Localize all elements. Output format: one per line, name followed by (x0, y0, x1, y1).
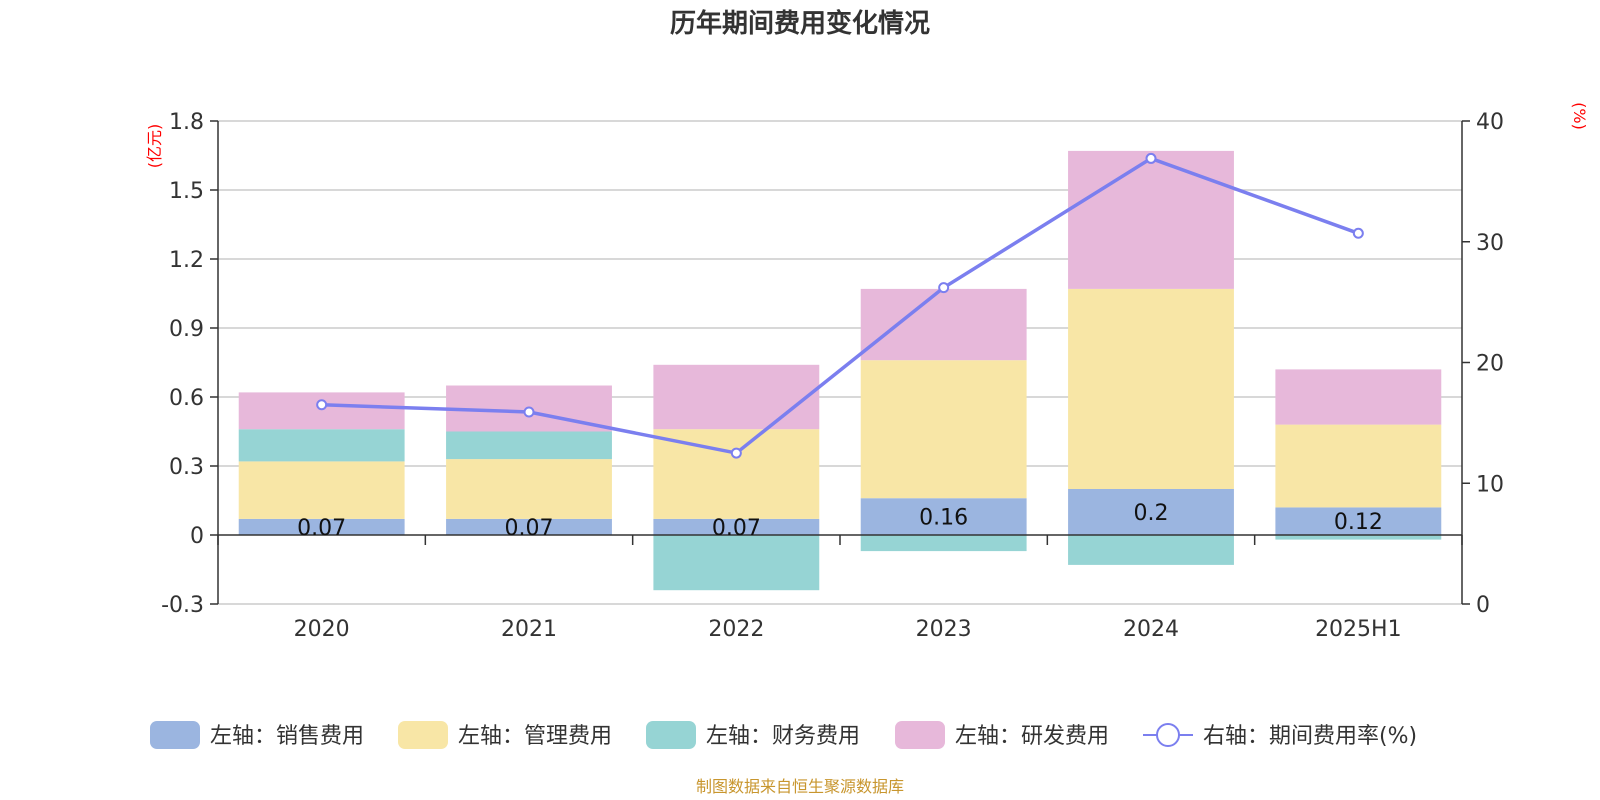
x-axis-tick-label: 2025H1 (1315, 617, 1402, 642)
rate-line (316, 152, 1364, 459)
bar-segment (238, 518, 405, 535)
legend-item: 左轴：管理费用 (398, 721, 612, 749)
bar-segment (653, 535, 820, 591)
data-label: 0.07 (297, 516, 346, 541)
left-axis-tick-label: 1.5 (169, 179, 204, 204)
bar-segment (1068, 489, 1234, 535)
left-axis-tick-label: -0.3 (161, 593, 204, 618)
bar-segment (1275, 535, 1442, 540)
bar-segment (1275, 507, 1442, 535)
right-axis-tick-label: 20 (1476, 352, 1504, 377)
legend-label: 左轴：销售费用 (210, 724, 364, 749)
x-axis-tick-label: 2024 (1123, 617, 1179, 642)
rate-line-path (321, 156, 1359, 455)
left-axis-unit: (亿元) (145, 124, 164, 169)
x-axis-tick-label: 2021 (501, 617, 557, 642)
grid-lines (218, 120, 1462, 605)
bar-segment (1068, 150, 1234, 289)
legend-item: 左轴：销售费用 (150, 721, 364, 749)
bar-segment (653, 364, 820, 430)
legend: 左轴：销售费用 左轴：管理费用 左轴：财务费用 左轴：研发费用 右轴：期间费用率(%) (150, 721, 1417, 749)
x-axis-tick-label: 2022 (708, 617, 764, 642)
rate-line-point (1145, 152, 1157, 164)
legend-marker (1156, 723, 1180, 747)
bar-segment (860, 498, 1027, 535)
bar-segment (1068, 535, 1234, 565)
legend-label: 左轴：管理费用 (458, 724, 612, 749)
bar-segment (446, 431, 612, 460)
bar-segment (446, 459, 612, 519)
left-axis-tick-label: 0.3 (169, 455, 204, 480)
left-axis-tick-label: 1.8 (169, 110, 204, 135)
legend-swatch (646, 721, 696, 749)
bar-segment (653, 518, 820, 535)
data-label: 0.16 (919, 506, 968, 531)
x-axis-tick-label: 2020 (294, 617, 350, 642)
x-axis-tick-label: 2023 (916, 617, 972, 642)
left-axis-tick-label: 0.6 (169, 386, 204, 411)
bar-segment (860, 535, 1027, 552)
rate-line-point (1352, 227, 1364, 239)
rate-line-point (316, 399, 328, 411)
rate-line-point (523, 406, 535, 418)
right-axis-tick-label: 30 (1476, 231, 1504, 256)
bar-segment (860, 288, 1027, 361)
right-axis-tick-label: 10 (1476, 472, 1504, 497)
bar-segment (238, 392, 405, 430)
rate-line-point (730, 447, 742, 459)
legend-label: 左轴：财务费用 (706, 724, 860, 749)
legend-swatch (150, 721, 200, 749)
legend-item: 左轴：财务费用 (646, 721, 860, 749)
bar-segment (860, 360, 1027, 499)
data-label: 0.07 (505, 516, 554, 541)
right-axis-unit: (%) (1570, 102, 1589, 130)
legend-item: 左轴：研发费用 (895, 721, 1109, 749)
data-label: 0.2 (1134, 501, 1169, 526)
bar-group (238, 150, 1442, 591)
bar-segment (238, 429, 405, 462)
rate-line-point (938, 282, 950, 294)
bar-segment (446, 518, 612, 535)
legend-swatch (895, 721, 945, 749)
legend-item: 右轴：期间费用率(%) (1143, 723, 1417, 749)
left-axis-tick-label: 1.2 (169, 248, 204, 273)
bar-segment (1275, 424, 1442, 508)
chart-title: 历年期间费用变化情况 (670, 8, 930, 39)
legend-label: 左轴：研发费用 (955, 724, 1109, 749)
source-note: 制图数据来自恒生聚源数据库 (696, 777, 904, 796)
data-labels: 0.07 0.07 0.07 0.16 0.2 0.12 (297, 501, 1383, 541)
bar-segment (1068, 288, 1234, 489)
left-axis-tick-label: 0.9 (169, 317, 204, 342)
right-axis-tick-label: 0 (1476, 593, 1490, 618)
data-label: 0.12 (1334, 510, 1383, 535)
data-label: 0.07 (712, 516, 761, 541)
bar-segment (238, 461, 405, 519)
axes: -0.3 0 0.3 0.6 0.9 1.2 1.5 1.8 0 10 20 30 40 2020 2021… (161, 110, 1504, 642)
bar-segment (1275, 369, 1442, 425)
legend-label: 右轴：期间费用率(%) (1203, 724, 1417, 749)
left-axis-tick-label: 0 (190, 524, 204, 549)
legend-swatch (398, 721, 448, 749)
bar-segment (653, 429, 820, 519)
right-axis-tick-label: 40 (1476, 110, 1504, 135)
